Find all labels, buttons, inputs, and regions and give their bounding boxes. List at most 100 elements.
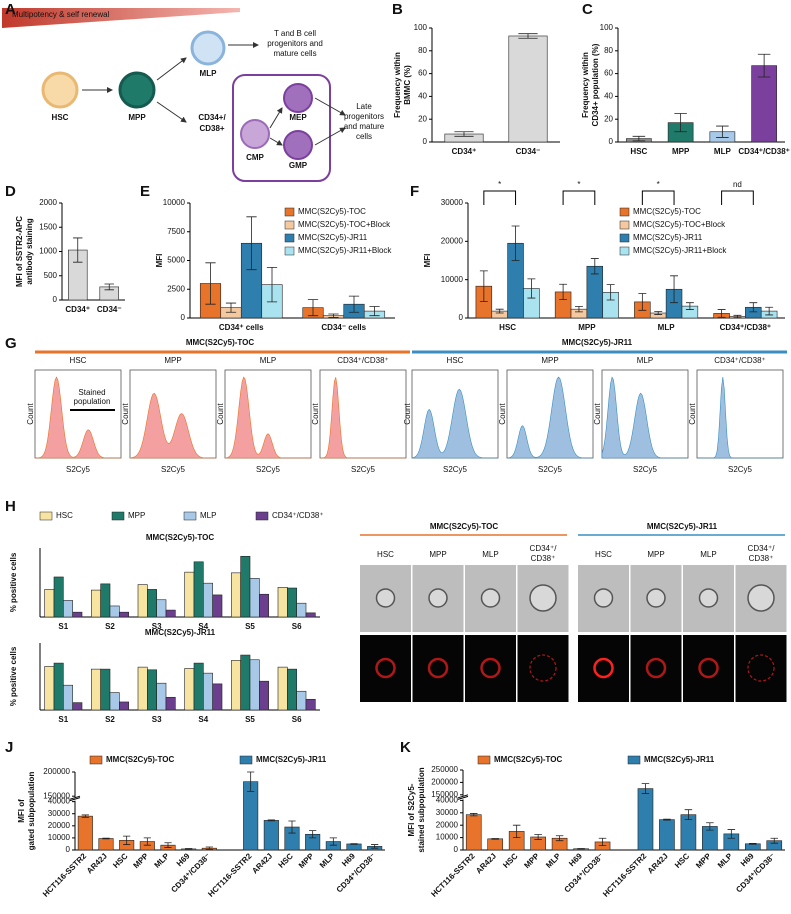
- y-tick-label: 0: [181, 313, 186, 322]
- histogram: [411, 388, 498, 459]
- break-mark: [69, 795, 81, 802]
- x-tick-label: S1: [58, 715, 68, 724]
- mlp-cell: [190, 30, 226, 66]
- error-bar: [606, 284, 615, 301]
- y-tick-label: 20: [604, 114, 613, 123]
- error-bar: [534, 834, 542, 840]
- y-tick-label: 80: [418, 46, 427, 55]
- y-axis-label: antibody staining: [25, 218, 34, 284]
- bar: [296, 602, 307, 618]
- error-bar: [123, 835, 131, 845]
- histogram: [129, 392, 216, 459]
- label: Count: [498, 403, 507, 425]
- y-axis-label: MFI: [155, 254, 164, 268]
- x-tick-label: HCT116-SSTR2: [601, 851, 649, 899]
- bar: [98, 838, 114, 851]
- bar: [212, 683, 223, 711]
- bar: [44, 589, 55, 618]
- cell-signal: [593, 657, 614, 679]
- histogram: [34, 376, 121, 459]
- y-tick-label: 100: [600, 23, 614, 32]
- panel-label: J: [5, 739, 13, 756]
- legend-swatch: [477, 755, 491, 765]
- x-tick-label: CD34⁺/CD38⁻: [563, 852, 606, 895]
- error-bar: [143, 837, 151, 846]
- legend-label: MMC(S2Cy5)-JR11: [633, 233, 703, 242]
- y-tick-label: 40: [604, 92, 613, 101]
- y-tick-label: 0: [423, 137, 428, 146]
- histogram: [319, 377, 406, 459]
- label: population: [74, 397, 111, 406]
- error-bar: [512, 824, 521, 838]
- bracket: [562, 190, 596, 205]
- bar: [744, 843, 761, 851]
- myeloid-box: [232, 74, 331, 182]
- label: CD34⁺/: [530, 544, 558, 553]
- break-mark: [457, 794, 469, 800]
- x-tick-label: CD34⁺ cells: [219, 323, 264, 332]
- bar: [119, 611, 129, 618]
- error-bar: [288, 820, 296, 834]
- bar: [91, 668, 101, 711]
- label: CMP: [246, 153, 264, 162]
- error-bar: [638, 293, 647, 311]
- legend-label: MLP: [200, 511, 216, 520]
- legend-swatch: [284, 246, 295, 256]
- x-tick-label: S2: [105, 715, 115, 724]
- label: MPP: [647, 550, 664, 559]
- label: Count: [593, 403, 602, 425]
- histogram-frame: [696, 369, 784, 459]
- label: Count: [26, 403, 35, 425]
- bar: [751, 65, 777, 143]
- error-bar: [770, 837, 779, 844]
- error-bar: [267, 819, 275, 822]
- label: HSC: [595, 550, 612, 559]
- error-bar: [329, 837, 337, 846]
- bar: [72, 702, 83, 711]
- cell-signal: [480, 657, 501, 679]
- bar: [231, 660, 241, 711]
- bar: [193, 662, 204, 711]
- x-tick-label: CD34⁻ cells: [321, 323, 366, 332]
- bar: [137, 584, 148, 618]
- label: Stained: [78, 388, 105, 397]
- panel-label: K: [400, 739, 411, 756]
- bar: [659, 819, 675, 851]
- bar: [212, 594, 223, 618]
- x-tick-label: CD34⁻: [97, 305, 122, 314]
- error-bar: [641, 783, 650, 794]
- y-tick-label: 60: [418, 69, 427, 78]
- bar: [137, 666, 148, 711]
- fluorescence-tile: [360, 635, 411, 702]
- label: and mature: [344, 122, 385, 131]
- histogram: [506, 376, 594, 459]
- x-tick-label: MPP: [672, 147, 690, 156]
- bar: [240, 555, 251, 618]
- bar: [193, 561, 204, 618]
- error-bar: [309, 830, 317, 839]
- bar: [119, 701, 129, 711]
- arrow: [269, 137, 283, 146]
- error-bar: [518, 33, 538, 39]
- mep-cell: [283, 83, 313, 113]
- x-tick-label: MLP: [318, 851, 337, 870]
- label: MMC(S2Cy5)-TOC: [430, 522, 499, 531]
- label: Late: [356, 102, 372, 111]
- bracket: [641, 190, 675, 205]
- legend-swatch: [183, 511, 197, 521]
- x-tick-label: S3: [152, 622, 162, 631]
- legend-swatch: [89, 755, 103, 765]
- y-tick-label: 0: [459, 313, 464, 322]
- y-tick-label: 20000: [436, 820, 459, 829]
- legend-label: MMC(S2Cy5)-JR11: [644, 755, 715, 764]
- bar: [91, 589, 101, 618]
- x-tick-label: AR42J: [85, 852, 109, 876]
- x-tick-label: HSC: [630, 147, 647, 156]
- x-tick-label: MLP: [544, 851, 563, 870]
- label: MLP: [700, 550, 716, 559]
- legend-label: MMC(S2Cy5)-JR11: [256, 755, 327, 764]
- x-tick-label: H69: [567, 851, 584, 868]
- error-bar: [555, 835, 564, 842]
- error-bar: [469, 813, 478, 817]
